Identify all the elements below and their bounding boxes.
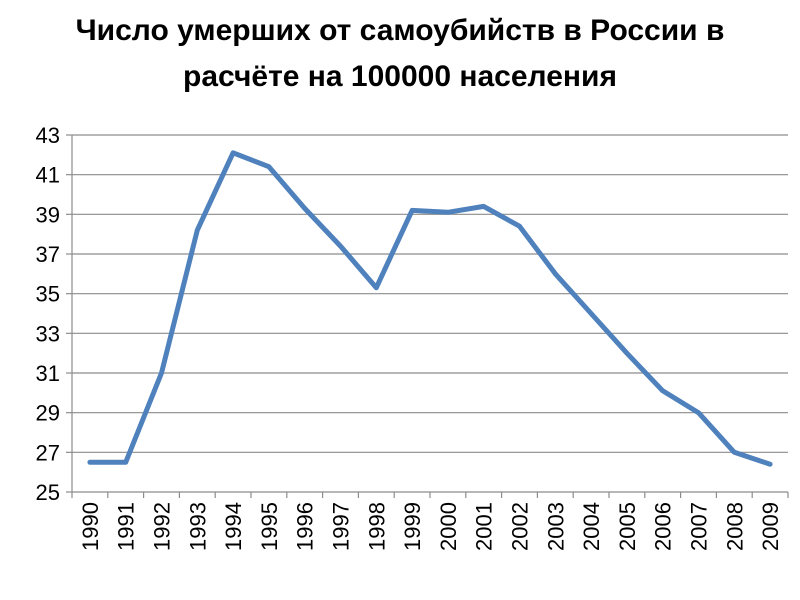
data-point [339, 244, 342, 248]
y-tick-label: 27 [36, 440, 60, 465]
data-point [88, 460, 92, 464]
x-tick-label: 2006 [651, 502, 676, 551]
x-tick-label: 1993 [185, 502, 210, 551]
x-tick-label: 2000 [436, 502, 461, 551]
y-tick-label: 37 [36, 242, 60, 267]
x-tick-label: 1998 [364, 502, 389, 551]
x-tick-label: 2002 [508, 502, 533, 551]
series-line [87, 150, 773, 467]
y-tick-label: 39 [36, 202, 60, 227]
x-tick-label: 2003 [543, 502, 568, 551]
data-point [124, 460, 128, 464]
data-point [160, 371, 163, 375]
x-tick-label: 1996 [293, 502, 318, 551]
x-tick-label: 2008 [722, 502, 747, 551]
x-tick-label: 1994 [221, 502, 246, 551]
data-point [303, 206, 307, 210]
data-point [410, 208, 414, 212]
y-tick-label: 41 [36, 163, 60, 188]
y-tick-label: 35 [36, 282, 60, 307]
y-tick-label: 31 [36, 361, 60, 386]
y-tick-label: 25 [36, 480, 60, 505]
data-point [625, 351, 629, 355]
x-tick-label: 1999 [400, 502, 425, 551]
x-tick-label: 1992 [150, 502, 175, 551]
x-tick-label: 1991 [114, 502, 139, 551]
x-tick-label: 2005 [615, 502, 640, 551]
data-point [553, 272, 557, 276]
x-tick-label: 2001 [472, 502, 497, 551]
data-point [518, 224, 521, 228]
data-point [768, 462, 772, 466]
x-tick-label: 2004 [579, 502, 604, 551]
data-point [195, 228, 199, 232]
x-tick-label: 1990 [78, 502, 103, 551]
x-tick-label: 1997 [329, 502, 354, 551]
x-tick-label: 2009 [758, 502, 783, 551]
data-point [482, 204, 486, 208]
y-tick-label: 43 [36, 123, 60, 148]
data-point [446, 210, 450, 214]
data-point [697, 411, 700, 415]
data-point [231, 151, 235, 155]
x-tick-label: 1995 [257, 502, 282, 551]
data-point [374, 286, 378, 290]
data-point [589, 312, 593, 315]
data-point [661, 389, 665, 393]
data-point [732, 450, 736, 454]
y-tick-label: 33 [36, 321, 60, 346]
y-tick-label: 29 [36, 401, 60, 426]
data-point [267, 165, 271, 169]
x-tick-label: 2007 [687, 502, 712, 551]
chart-title: Число умерших от самоубийств в России в … [75, 14, 725, 93]
